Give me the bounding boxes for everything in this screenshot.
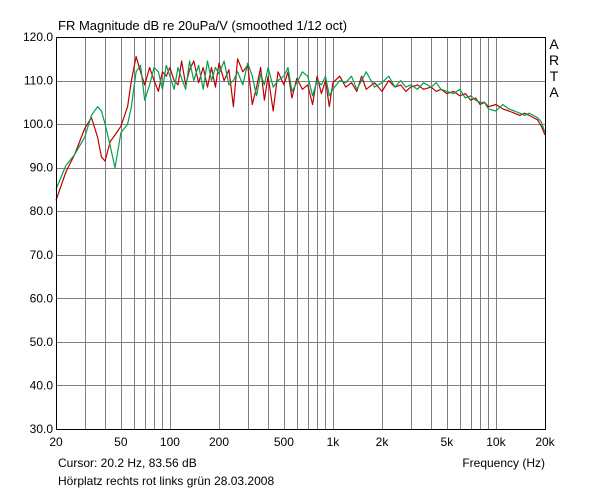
x-axis-label: Frequency (Hz) [462, 456, 545, 470]
x-tick-label: 20 [49, 435, 63, 449]
x-tick-label: 5k [441, 435, 455, 449]
measurement-note: Hörplatz rechts rot links grün 28.03.200… [58, 474, 274, 488]
plot-frame [56, 37, 546, 430]
x-tick-label: 1k [327, 435, 341, 449]
y-tick-label: 40.0 [30, 378, 54, 392]
y-tick-label: 70.0 [30, 248, 54, 262]
y-tick-label: 30.0 [30, 422, 54, 436]
x-tick-label: 20k [535, 435, 555, 449]
arta-letter: R [549, 52, 559, 68]
chart-title: FR Magnitude dB re 20uPa/V (smoothed 1/1… [58, 18, 347, 33]
grid [56, 37, 545, 430]
y-tick-label: 80.0 [30, 204, 54, 218]
y-tick-label: 120.0 [23, 30, 53, 44]
x-tick-label: 10k [486, 435, 506, 449]
x-tick-labels: 20 50 100 200 500 1k 2k 5k 10k 20k [49, 435, 555, 449]
arta-letter: A [549, 36, 559, 52]
series-line-green [55, 60, 546, 190]
arta-letter: A [549, 84, 559, 100]
y-tick-label: 100.0 [23, 117, 53, 131]
y-tick-label: 110.0 [24, 74, 53, 88]
y-tick-label: 50.0 [30, 335, 54, 349]
x-tick-label: 100 [160, 435, 180, 449]
y-tick-labels: 30.0 40.0 50.0 60.0 70.0 80.0 90.0 100.0 110.0 12… [23, 30, 53, 436]
y-tick-label: 90.0 [30, 161, 54, 175]
arta-letter: T [550, 68, 559, 84]
response-curves [55, 55, 546, 201]
x-tick-label: 50 [114, 435, 128, 449]
series-line-red [55, 55, 546, 201]
x-tick-label: 2k [376, 435, 390, 449]
x-tick-label: 500 [274, 435, 294, 449]
cursor-readout: Cursor: 20.2 Hz, 83.56 dB [58, 456, 197, 470]
x-tick-label: 200 [209, 435, 229, 449]
y-tick-label: 60.0 [30, 291, 54, 305]
